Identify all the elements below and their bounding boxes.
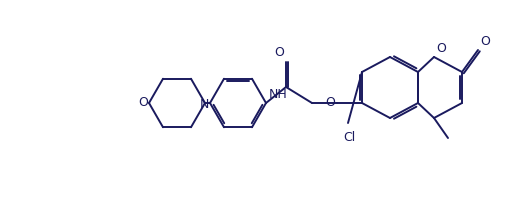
Text: O: O <box>274 46 284 59</box>
Text: O: O <box>480 35 490 48</box>
Text: O: O <box>436 42 446 55</box>
Text: O: O <box>325 97 335 110</box>
Text: O: O <box>138 97 148 110</box>
Text: Cl: Cl <box>343 131 355 144</box>
Text: N: N <box>200 97 209 111</box>
Text: NH: NH <box>269 88 287 101</box>
